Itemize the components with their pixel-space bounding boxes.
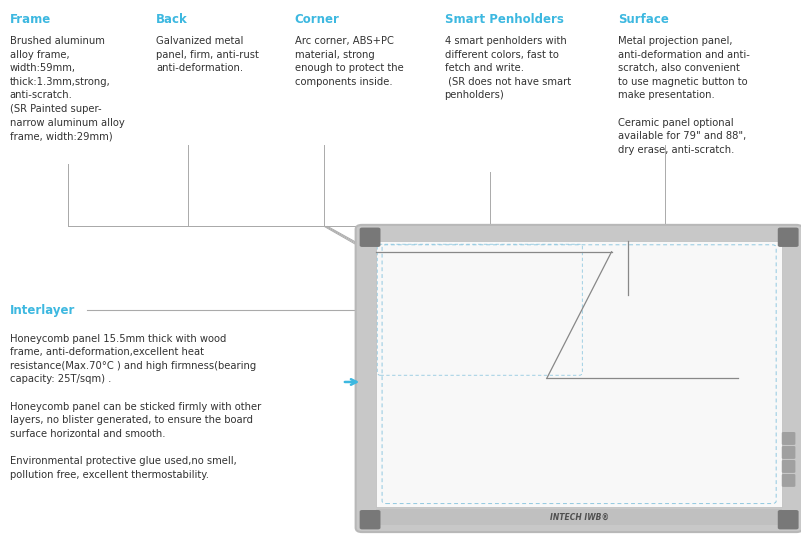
FancyBboxPatch shape	[778, 510, 799, 529]
Text: Back: Back	[156, 13, 188, 26]
Bar	[376, 509, 782, 525]
Text: Corner: Corner	[295, 13, 340, 26]
FancyBboxPatch shape	[360, 510, 380, 529]
Text: Arc corner, ABS+PC
material, strong
enough to protect the
components inside.: Arc corner, ABS+PC material, strong enou…	[295, 36, 404, 87]
FancyBboxPatch shape	[782, 432, 795, 445]
Text: INTECH IWB®: INTECH IWB®	[549, 513, 609, 521]
Text: Metal projection panel,
anti-deformation and anti-
scratch, also convenient
to u: Metal projection panel, anti-deformation…	[618, 36, 751, 155]
Text: Galvanized metal
panel, firm, anti-rust
anti-deformation.: Galvanized metal panel, firm, anti-rust …	[156, 36, 259, 73]
Text: Honeycomb panel 15.5mm thick with wood
frame, anti-deformation,excellent heat
re: Honeycomb panel 15.5mm thick with wood f…	[10, 334, 261, 479]
Text: Smart Penholders: Smart Penholders	[445, 13, 563, 26]
FancyBboxPatch shape	[782, 446, 795, 459]
Text: Surface: Surface	[618, 13, 670, 26]
Bar	[376, 241, 782, 507]
Text: 4 smart penholders with
different colors, fast to
fetch and write.
 (SR does not: 4 smart penholders with different colors…	[445, 36, 570, 101]
Text: Interlayer: Interlayer	[10, 304, 75, 317]
FancyBboxPatch shape	[782, 460, 795, 473]
Text: Frame: Frame	[10, 13, 50, 26]
FancyBboxPatch shape	[782, 474, 795, 487]
Text: Brushed aluminum
alloy frame,
width:59mm,
thick:1.3mm,strong,
anti-scratch.
(SR : Brushed aluminum alloy frame, width:59mm…	[10, 36, 124, 141]
FancyBboxPatch shape	[356, 225, 801, 532]
FancyBboxPatch shape	[778, 228, 799, 247]
FancyBboxPatch shape	[360, 228, 380, 247]
